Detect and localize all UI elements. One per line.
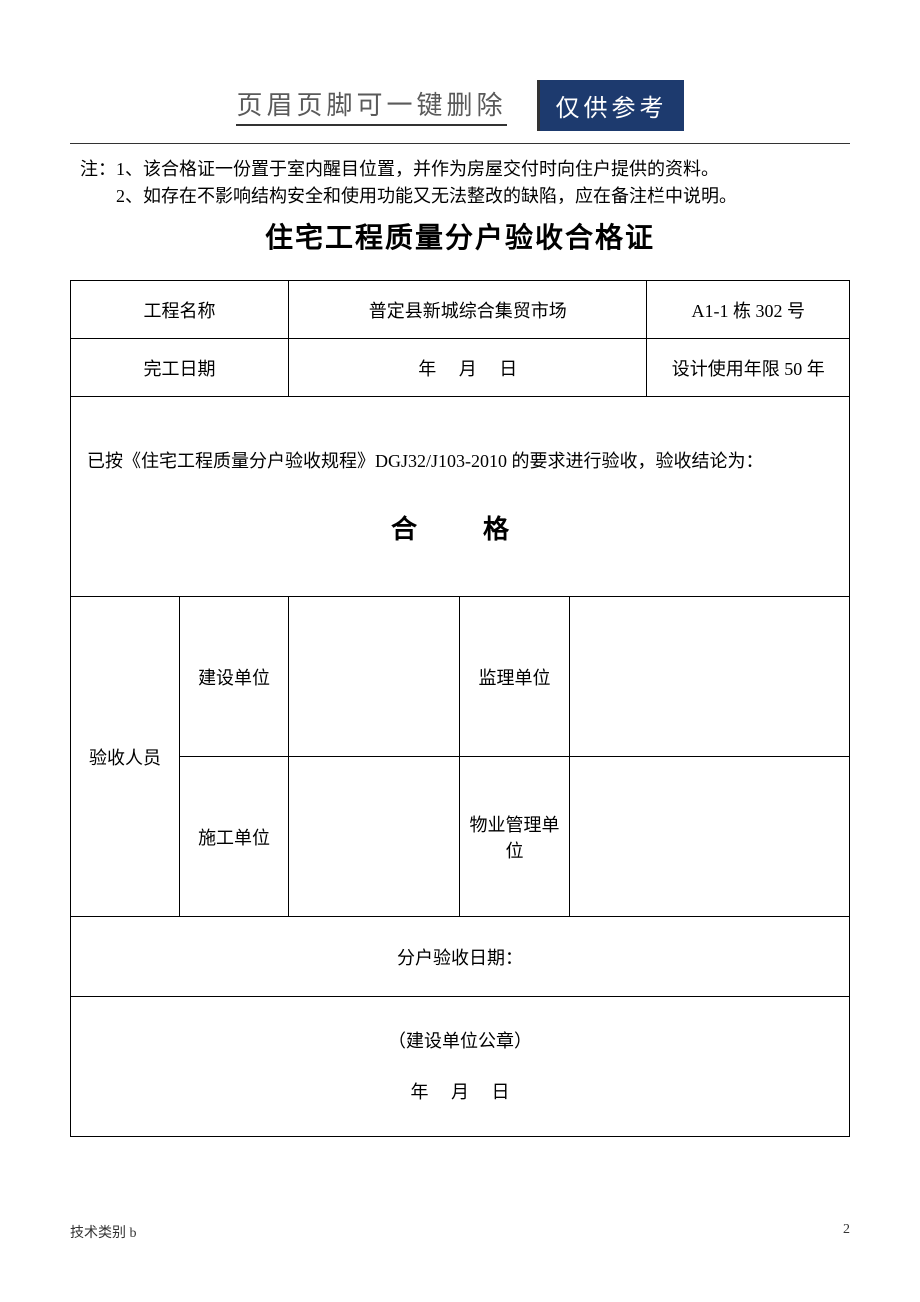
row-project: 工程名称 普定县新城综合集贸市场 A1-1 栋 302 号 [71, 281, 850, 339]
seal-cell: （建设单位公章） 年 月 日 [71, 997, 850, 1137]
value-contractor-unit [289, 757, 460, 917]
label-contractor-unit: 施工单位 [180, 757, 289, 917]
notes-block: 注：1、该合格证一份置于室内醒目位置，并作为房屋交付时向住户提供的资料。 2、如… [70, 156, 850, 210]
value-completion-date: 年 月 日 [289, 339, 647, 397]
page-footer: 技术类别 b 2 [70, 1222, 850, 1242]
label-project-name: 工程名称 [71, 281, 289, 339]
note-line-1: 注：1、该合格证一份置于室内醒目位置，并作为房屋交付时向住户提供的资料。 [80, 156, 850, 183]
conclusion-cell: 已按《住宅工程质量分户验收规程》DGJ32/J103-2010 的要求进行验收，… [71, 397, 850, 597]
row-personnel-2: 施工单位 物业管理单位 [71, 757, 850, 917]
conclusion-result: 合 格 [77, 509, 843, 546]
note-line-2: 2、如存在不影响结构安全和使用功能又无法整改的缺陷，应在备注栏中说明。 [80, 183, 850, 210]
header-badge: 仅供参考 [537, 80, 684, 131]
label-construction-unit: 建设单位 [180, 597, 289, 757]
value-unit-no: A1-1 栋 302 号 [647, 281, 850, 339]
value-supervision-unit [569, 597, 849, 757]
value-design-life: 设计使用年限 50 年 [647, 339, 850, 397]
conclusion-text: 已按《住宅工程质量分户验收规程》DGJ32/J103-2010 的要求进行验收，… [77, 447, 843, 473]
label-property-unit: 物业管理单位 [460, 757, 569, 917]
acceptance-date-cell: 分户验收日期： [71, 917, 850, 997]
value-property-unit [569, 757, 849, 917]
seal-label: （建设单位公章） [77, 1016, 843, 1066]
value-project-name: 普定县新城综合集贸市场 [289, 281, 647, 339]
row-acceptance-date: 分户验收日期： [71, 917, 850, 997]
row-seal: （建设单位公章） 年 月 日 [71, 997, 850, 1137]
row-completion: 完工日期 年 月 日 设计使用年限 50 年 [71, 339, 850, 397]
footer-page-number: 2 [843, 1222, 850, 1242]
seal-date: 年 月 日 [77, 1067, 843, 1117]
label-supervision-unit: 监理单位 [460, 597, 569, 757]
header-note: 页眉页脚可一键删除 [236, 85, 506, 126]
label-personnel: 验收人员 [71, 597, 180, 917]
row-conclusion: 已按《住宅工程质量分户验收规程》DGJ32/J103-2010 的要求进行验收，… [71, 397, 850, 597]
row-personnel-1: 验收人员 建设单位 监理单位 [71, 597, 850, 757]
label-completion-date: 完工日期 [71, 339, 289, 397]
page-header: 页眉页脚可一键删除 仅供参考 [70, 80, 850, 131]
header-divider [70, 143, 850, 144]
document-title: 住宅工程质量分户验收合格证 [70, 216, 850, 256]
footer-left: 技术类别 b [70, 1222, 137, 1242]
value-construction-unit [289, 597, 460, 757]
certificate-table: 工程名称 普定县新城综合集贸市场 A1-1 栋 302 号 完工日期 年 月 日… [70, 280, 850, 1137]
